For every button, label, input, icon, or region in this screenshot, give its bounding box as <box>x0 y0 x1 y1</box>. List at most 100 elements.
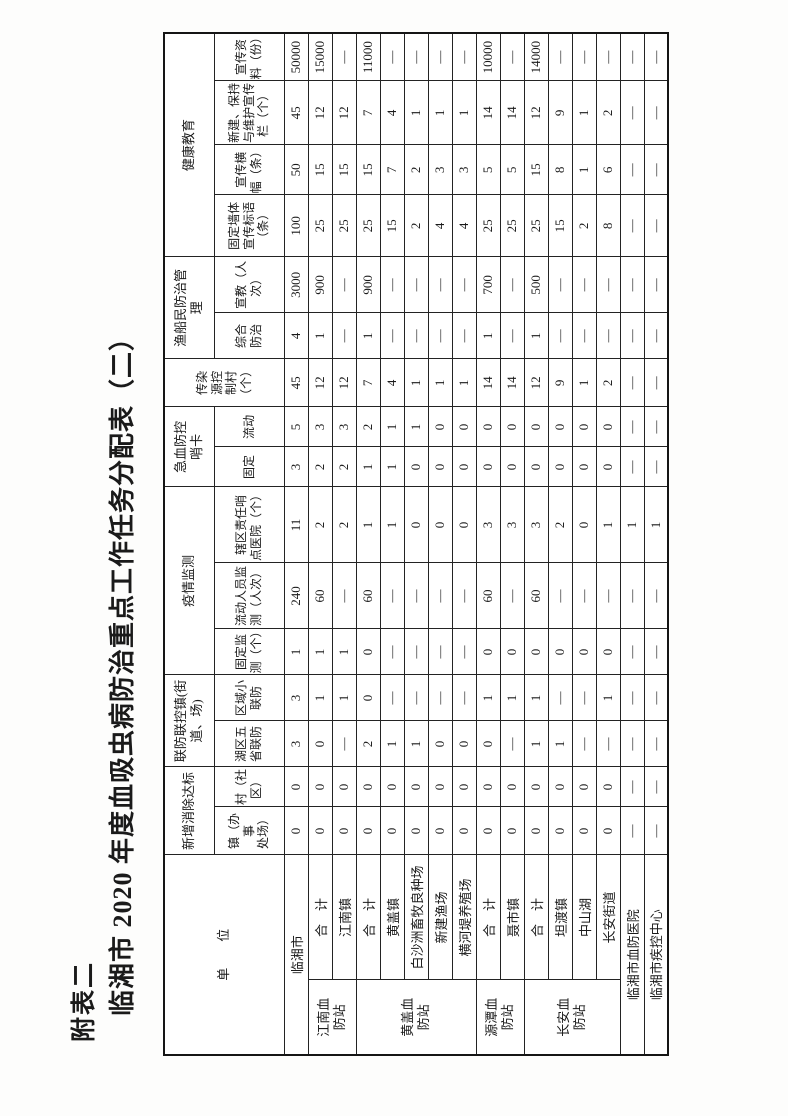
unit-name-cell: 合 计 <box>476 854 500 980</box>
value-cell: 3 <box>500 486 524 563</box>
value-cell: 12 <box>524 358 548 407</box>
value-cell: — <box>620 194 644 257</box>
value-cell: 0 <box>380 766 404 807</box>
value-cell: 0 <box>452 806 476 855</box>
value-cell: 2 <box>596 80 620 145</box>
allocation-table: 单 位 新增消除达标 联防联控镇(街 道、场) 疫情监测 急血防控 哨卡 传染 … <box>163 31 669 1056</box>
value-cell: 0 <box>308 766 332 807</box>
station-group-cell: 江南血 防站 <box>308 980 356 1055</box>
value-cell: 0 <box>548 766 572 807</box>
value-cell: 0 <box>500 806 524 855</box>
value-cell: 0 <box>284 766 308 807</box>
value-cell: 1 <box>572 144 596 195</box>
value-cell: 500 <box>524 256 548 313</box>
value-cell: 0 <box>476 628 500 675</box>
header-group-lianfang: 联防联控镇(街 道、场) <box>164 674 214 767</box>
value-cell: — <box>452 32 476 81</box>
value-cell: 0 <box>476 406 500 447</box>
value-cell: 3 <box>524 486 548 563</box>
value-cell: 0 <box>428 766 452 807</box>
value-cell: 0 <box>332 806 356 855</box>
value-cell: — <box>452 256 476 313</box>
unit-name-cell: 横河堤养殖场 <box>452 854 476 980</box>
value-cell: 0 <box>500 766 524 807</box>
value-cell: 15 <box>524 144 548 195</box>
value-cell: 1 <box>572 80 596 145</box>
value-cell: 0 <box>428 406 452 447</box>
value-cell: 14 <box>476 358 500 407</box>
value-cell: — <box>620 628 644 675</box>
value-cell: — <box>380 32 404 81</box>
value-cell: 0 <box>524 806 548 855</box>
value-cell: 3 <box>284 446 308 487</box>
unit-name-cell: 临湘市 <box>284 854 308 1055</box>
value-cell: 0 <box>452 720 476 767</box>
value-cell: 50 <box>284 144 308 195</box>
value-cell: — <box>380 312 404 359</box>
value-cell: 0 <box>356 674 380 721</box>
value-cell: 10000 <box>476 32 500 81</box>
value-cell: — <box>332 32 356 81</box>
value-cell: 12 <box>524 80 548 145</box>
value-cell: 14 <box>476 80 500 145</box>
value-cell: 0 <box>476 720 500 767</box>
value-cell: 7 <box>356 80 380 145</box>
value-cell: 0 <box>452 446 476 487</box>
value-cell: — <box>452 674 476 721</box>
value-cell: 1 <box>356 446 380 487</box>
value-cell: 1 <box>524 312 548 359</box>
value-cell: 15 <box>380 194 404 257</box>
value-cell: — <box>620 806 644 855</box>
value-cell: 1 <box>380 486 404 563</box>
value-cell: 2 <box>404 144 428 195</box>
value-cell: 5 <box>500 144 524 195</box>
value-cell: 14 <box>500 358 524 407</box>
table-row: 临湘市血防医院 — — — — — —1— — — — — — — — — <box>620 32 644 1055</box>
header-col-hengfu: 宣传横 幅（条） <box>214 144 284 195</box>
value-cell: — <box>644 32 668 81</box>
value-cell: — <box>644 144 668 195</box>
value-cell: — <box>500 256 524 313</box>
value-cell: 0 <box>572 486 596 563</box>
value-cell: 9 <box>548 358 572 407</box>
value-cell: — <box>644 312 668 359</box>
table-row: 白沙洲畜牧良种场 0 0 1— — —0 0 1 1— —2 2 1— <box>404 32 428 1055</box>
value-cell: 0 <box>452 406 476 447</box>
value-cell: 0 <box>356 628 380 675</box>
value-cell: 2 <box>332 446 356 487</box>
header-col-shaoka-guding: 固定 <box>214 446 284 487</box>
value-cell: 2 <box>332 486 356 563</box>
value-cell: 0 <box>428 720 452 767</box>
value-cell: — <box>644 674 668 721</box>
value-cell: — <box>428 256 452 313</box>
value-cell: 0 <box>524 766 548 807</box>
value-cell: — <box>644 562 668 629</box>
value-cell: 11 <box>284 486 308 563</box>
value-cell: 2 <box>356 406 380 447</box>
value-cell: 1 <box>596 674 620 721</box>
unit-name-cell: 江南镇 <box>332 854 356 980</box>
value-cell: 2 <box>596 358 620 407</box>
value-cell: 2 <box>548 486 572 563</box>
header-col-guding-jiance: 固定监 测（个） <box>214 628 284 675</box>
header-col-qiangti-biaoyu: 固定墙体 宣传标语 （条） <box>214 194 284 257</box>
value-cell: 1 <box>308 674 332 721</box>
value-cell: — <box>404 628 428 675</box>
value-cell: — <box>332 256 356 313</box>
value-cell: 3 <box>284 720 308 767</box>
value-cell: — <box>644 720 668 767</box>
header-group-shaoka: 急血防控 哨卡 <box>164 406 214 487</box>
header-col-zhen: 镇（办事 处场） <box>214 806 284 855</box>
value-cell: 12 <box>308 358 332 407</box>
value-cell: 5 <box>476 144 500 195</box>
value-cell: 1 <box>644 486 668 563</box>
value-cell: 700 <box>476 256 500 313</box>
table-row: 长安街道 0 0—1 0—1 0 0 2— —8 6 2— <box>596 32 620 1055</box>
value-cell: — <box>548 674 572 721</box>
value-cell: 1 <box>380 720 404 767</box>
value-cell: 60 <box>308 562 332 629</box>
value-cell: — <box>644 256 668 313</box>
value-cell: 7 <box>356 358 380 407</box>
header-col-xuanchuanlan: 新建、保持 与维护宣传 栏（个） <box>214 80 284 145</box>
value-cell: 0 <box>524 446 548 487</box>
